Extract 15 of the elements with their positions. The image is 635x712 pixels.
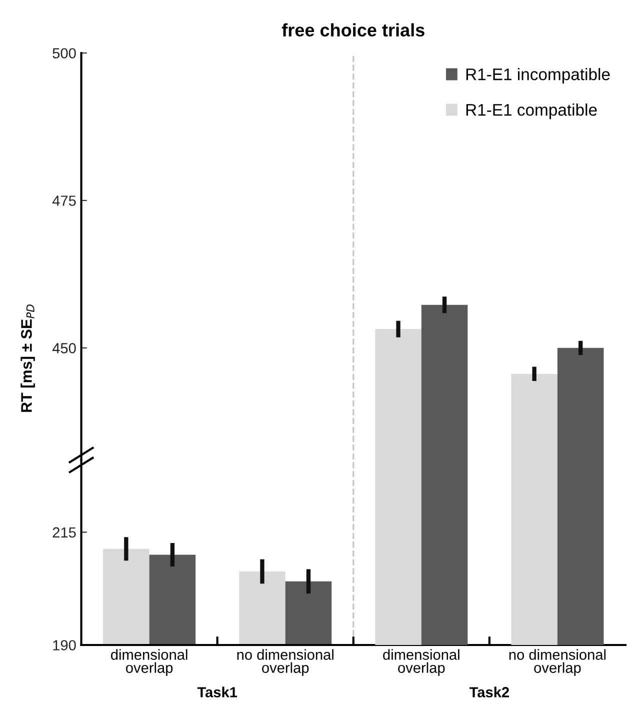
- x-tick-label: no dimensional overlap: [509, 649, 606, 676]
- y-tick-label: 475: [52, 196, 76, 206]
- y-axis-title: RT [ms] ± SE$_{PD}$: [20, 304, 35, 412]
- x-tick-label: dimensional overlap: [383, 649, 460, 676]
- legend-label: R1-E1 compatible: [466, 104, 597, 120]
- y-tick-label: 500: [52, 48, 76, 58]
- y-tick-label: 450: [52, 343, 76, 354]
- text: Task2: [469, 686, 509, 698]
- chart-title: free choice trials: [282, 23, 424, 37]
- text: Task1: [197, 686, 238, 698]
- y-tick-label: 190: [53, 640, 76, 650]
- x-tick-label: no dimensional overlap: [237, 649, 334, 676]
- y-tick-label: 215: [52, 527, 76, 538]
- x-tick-label: dimensional overlap: [111, 649, 188, 676]
- legend-label: R1-E1 incompatible: [466, 68, 610, 84]
